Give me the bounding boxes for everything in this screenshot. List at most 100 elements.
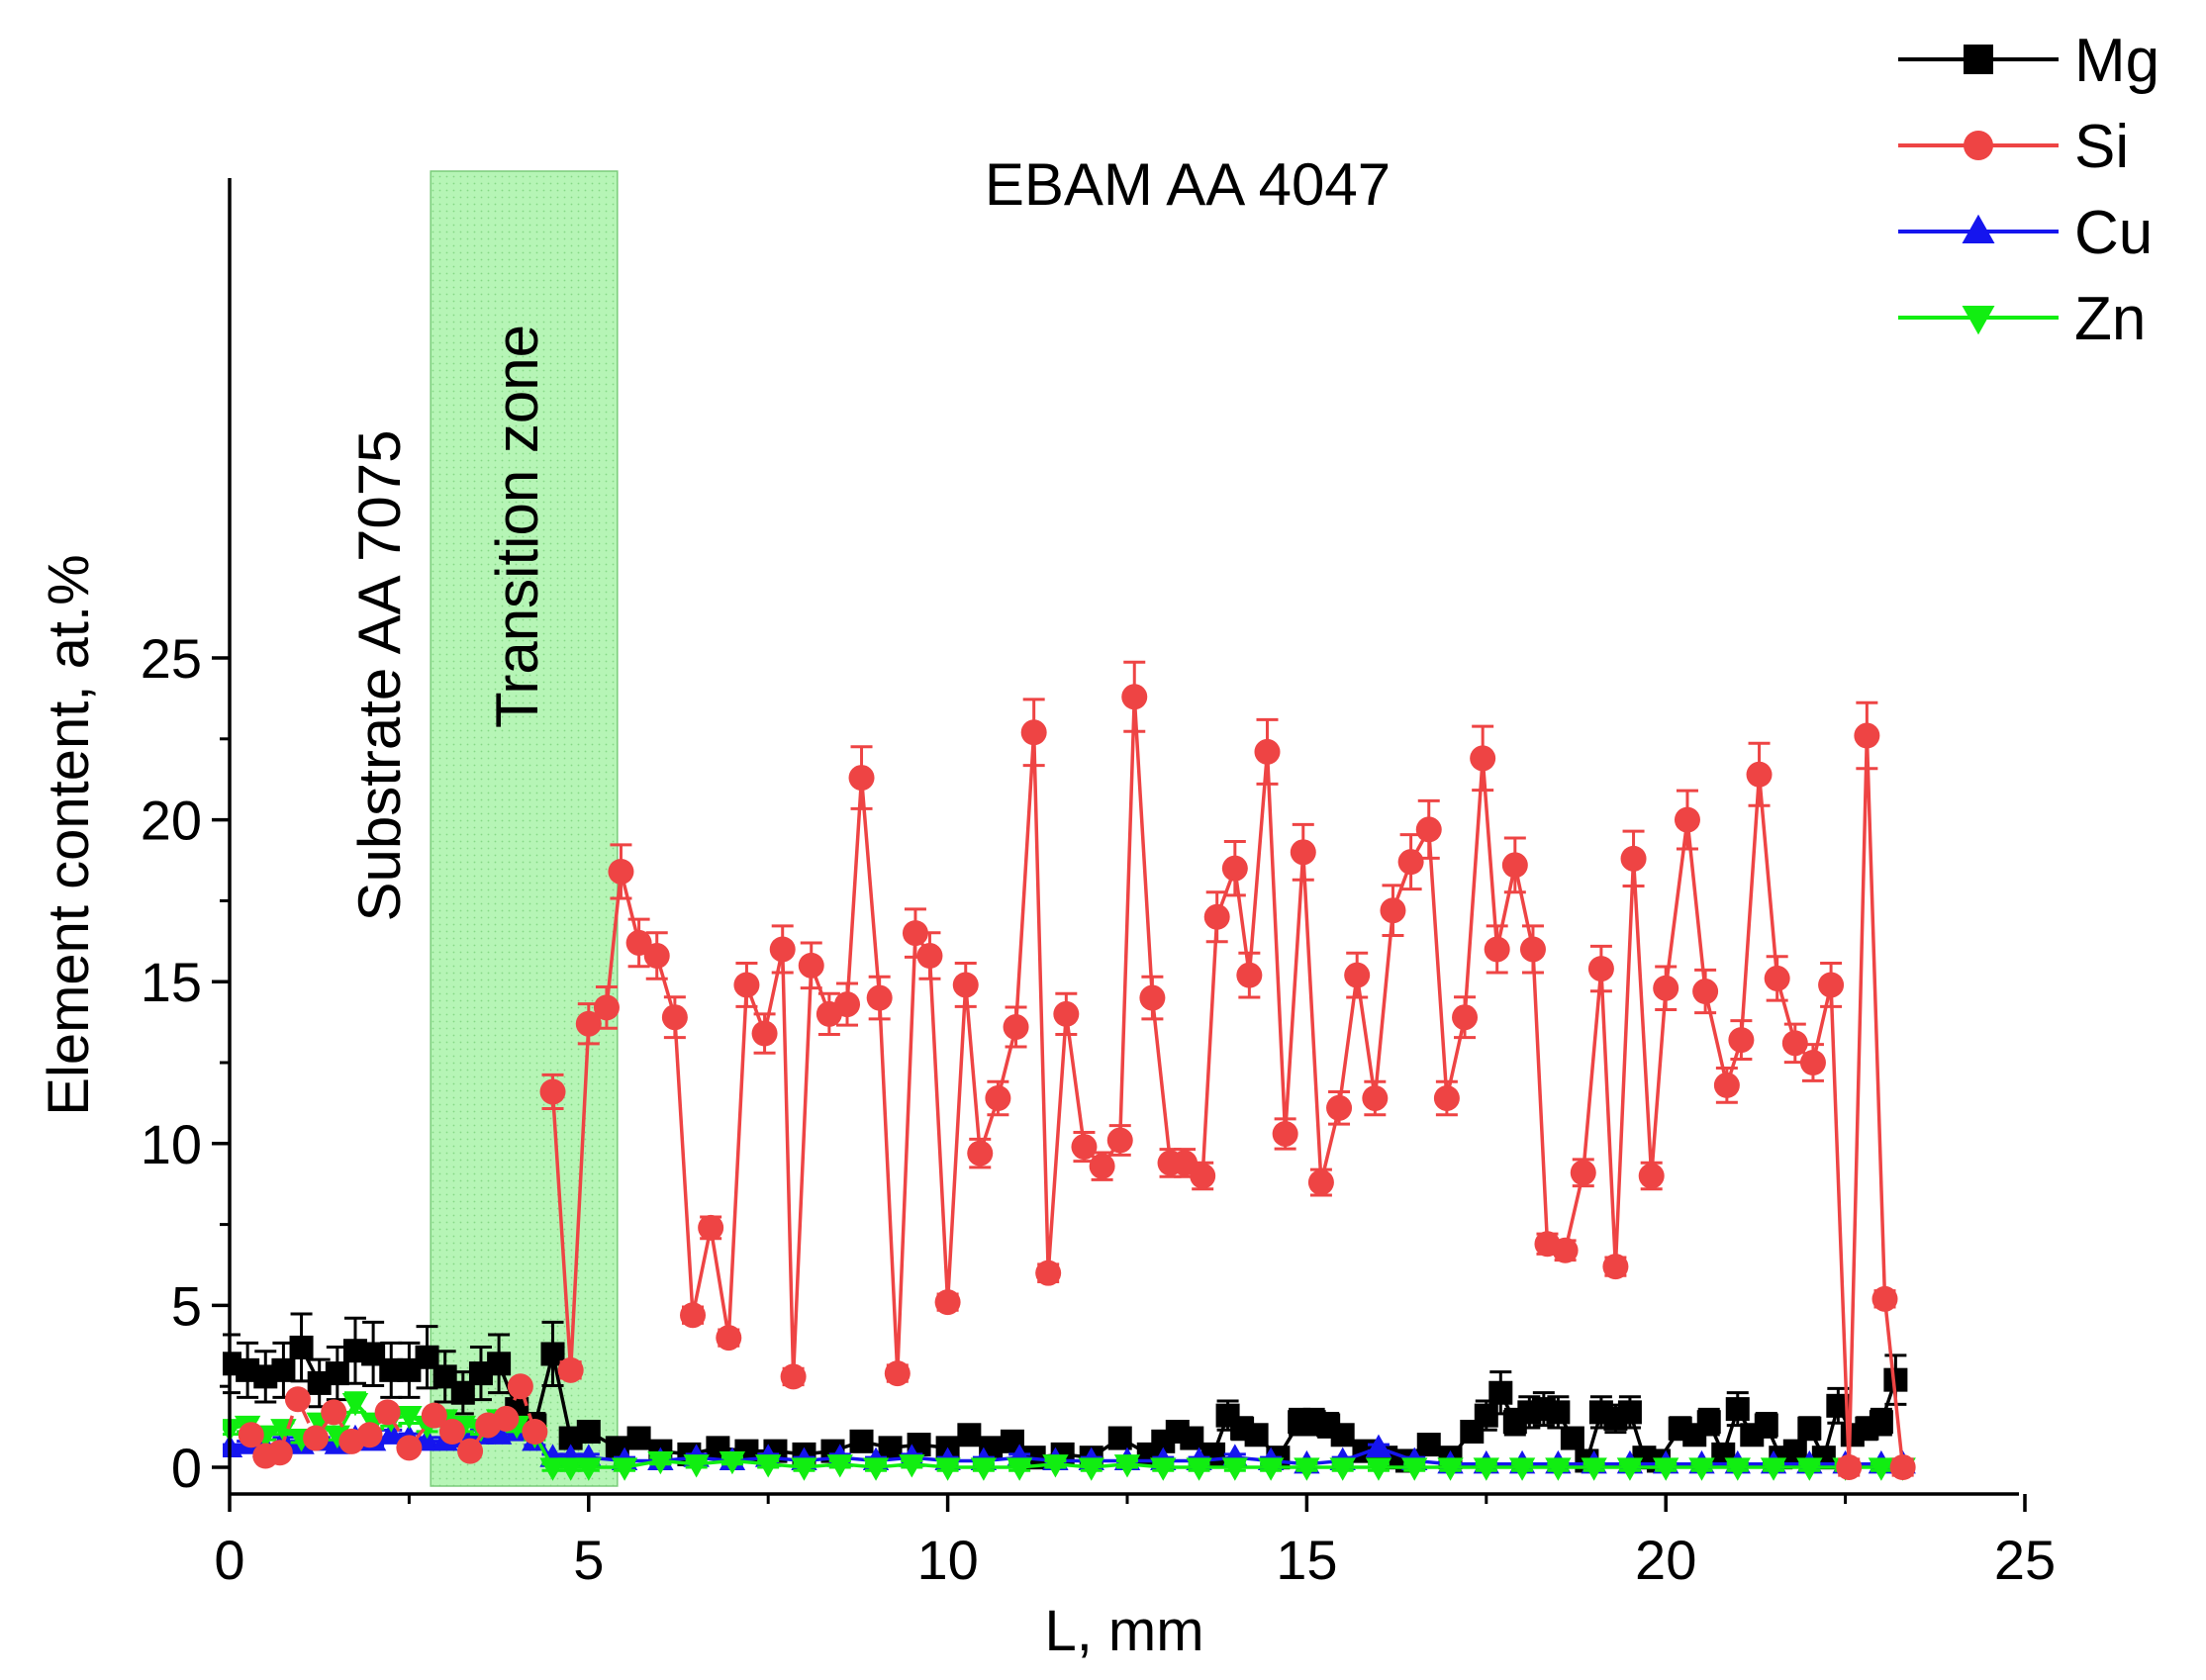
si-substrate-point <box>374 1399 401 1426</box>
si-point <box>716 1325 742 1352</box>
mg-point <box>1107 1426 1132 1450</box>
si-point <box>1692 979 1719 1005</box>
zn-point <box>1078 1457 1104 1481</box>
si-point <box>1674 806 1700 833</box>
zn-point <box>1508 1457 1536 1481</box>
mg-point <box>1546 1400 1571 1425</box>
si-point <box>985 1084 1011 1111</box>
zn-point <box>223 1419 243 1443</box>
zn-point <box>575 1457 602 1481</box>
zn-point <box>1401 1457 1428 1481</box>
si-substrate-point <box>507 1373 533 1400</box>
si-point <box>1272 1120 1298 1147</box>
zn-point <box>1653 1457 1679 1481</box>
mg-point <box>325 1361 349 1386</box>
si-point <box>1071 1134 1098 1161</box>
si-substrate-point <box>266 1440 293 1466</box>
si-point <box>1020 719 1047 746</box>
si-point <box>866 984 893 1011</box>
zn-point <box>557 1457 584 1481</box>
si-point <box>916 943 943 970</box>
si-point <box>798 952 824 979</box>
si-point <box>1781 1030 1808 1057</box>
x-tick-label: 20 <box>1635 1529 1696 1591</box>
x-tick-label: 15 <box>1276 1529 1337 1591</box>
transition-zone-region <box>430 170 619 1487</box>
si-substrate-point <box>284 1386 311 1413</box>
si-point <box>1433 1084 1460 1111</box>
zn-point <box>826 1454 853 1478</box>
zn-point <box>611 1457 638 1481</box>
si-point <box>593 994 620 1021</box>
zn-point <box>1365 1457 1392 1481</box>
si-point <box>834 991 861 1018</box>
si-point <box>1871 1285 1898 1312</box>
si-point <box>643 943 670 970</box>
zn-point <box>755 1454 782 1478</box>
si-substrate-point <box>522 1419 548 1446</box>
mg-point <box>1560 1426 1584 1450</box>
legend-label: Mg <box>2074 27 2159 95</box>
si-point <box>1570 1160 1596 1186</box>
series-zn <box>223 1391 1916 1481</box>
si-point <box>575 1010 602 1037</box>
si-point <box>1501 852 1528 879</box>
x-tick-label: 5 <box>573 1529 604 1591</box>
si-point <box>1620 845 1647 872</box>
zn-point <box>647 1450 674 1475</box>
si-point <box>1254 738 1281 765</box>
si-point <box>1415 816 1442 843</box>
x-ticks: 0 5 10 15 20 25 <box>214 1494 2056 1591</box>
zn-point <box>1760 1457 1787 1481</box>
cu-line <box>229 1430 1903 1466</box>
mg-point <box>1725 1397 1750 1422</box>
si-point <box>1818 972 1845 998</box>
si-point <box>557 1356 584 1383</box>
mg-point <box>849 1429 874 1453</box>
mg-point <box>487 1352 512 1376</box>
si-substrate-point <box>457 1438 484 1464</box>
si-point <box>1713 1072 1740 1098</box>
si-point <box>1035 1260 1062 1286</box>
si-point <box>967 1140 994 1167</box>
si-point <box>1089 1153 1115 1179</box>
si-point <box>1552 1237 1579 1263</box>
si-substrate-point <box>303 1425 330 1451</box>
si-line <box>550 697 1905 1468</box>
mg-point <box>878 1436 903 1460</box>
legend-marker <box>1962 306 1995 335</box>
zn-point <box>1545 1457 1572 1481</box>
zn-line <box>229 1399 1903 1469</box>
si-point <box>539 1078 566 1105</box>
si-point <box>1799 1050 1826 1075</box>
si-point <box>902 920 928 947</box>
x-tick-label: 25 <box>1994 1529 2056 1591</box>
si-point <box>1380 897 1406 924</box>
zn-point <box>1868 1457 1895 1481</box>
mg-point <box>576 1420 601 1445</box>
si-point <box>1854 722 1880 749</box>
zn-point <box>683 1454 710 1478</box>
y-tick-label: 5 <box>171 1274 202 1337</box>
zn-point <box>1616 1457 1644 1481</box>
si-point <box>1203 903 1230 930</box>
zn-point <box>899 1454 925 1478</box>
mg-point <box>289 1335 314 1359</box>
legend-item-mg: Mg <box>1898 27 2159 95</box>
mg-point <box>1754 1413 1778 1438</box>
si-point <box>698 1214 724 1241</box>
si-substrate-point <box>421 1402 447 1429</box>
legend-item-si: Si <box>1898 113 2129 181</box>
si-point <box>751 1020 778 1047</box>
si-point <box>1139 984 1166 1011</box>
chart-title: EBAM AA 4047 <box>985 151 1391 218</box>
si-point <box>1344 962 1371 988</box>
si-point <box>625 929 652 956</box>
legend: Mg Si Cu Zn <box>1898 27 2159 353</box>
si-point <box>780 1363 807 1390</box>
si-substrate-point <box>356 1422 383 1448</box>
zn-point <box>1329 1457 1356 1481</box>
zn-point <box>1688 1457 1715 1481</box>
legend-label: Si <box>2074 113 2129 181</box>
